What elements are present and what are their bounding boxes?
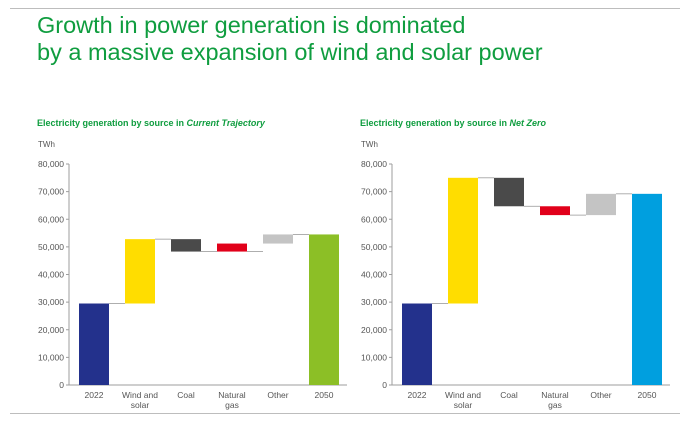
chart-title-scenario: Net Zero	[509, 118, 547, 128]
y-tick-label: 60,000	[361, 214, 387, 224]
bar-other	[263, 234, 293, 244]
chart-title-prefix: Electricity generation by source in	[37, 118, 187, 128]
chart-title: Electricity generation by source in Curr…	[37, 118, 265, 128]
bar-coal	[171, 239, 201, 252]
y-tick-label: 0	[382, 380, 387, 390]
x-category-label: Wind and solar	[445, 390, 481, 410]
bar-2022	[402, 303, 432, 385]
x-category-label: 2022	[408, 390, 427, 400]
x-category-label: Natural gas	[541, 390, 569, 410]
chart-title-prefix: Electricity generation by source in	[360, 118, 510, 128]
y-tick-label: 80,000	[361, 159, 387, 169]
waterfall-chart-current-trajectory: 0 10,000 20,000 30,000 40,000 50,000 60,000 70,…	[38, 159, 347, 410]
y-tick-label: 70,000	[38, 187, 64, 197]
headline-line-2: by a massive expansion of wind and solar…	[37, 39, 543, 65]
y-tick-label: 30,000	[361, 297, 387, 307]
y-tick-label: 40,000	[361, 270, 387, 280]
y-tick-label: 50,000	[361, 242, 387, 252]
x-category-label: 2022	[85, 390, 104, 400]
x-category-label: Other	[590, 390, 611, 400]
y-tick-label: 50,000	[38, 242, 64, 252]
y-tick-label: 20,000	[361, 325, 387, 335]
y-tick-label: 20,000	[38, 325, 64, 335]
x-category-label: Coal	[177, 390, 195, 400]
bar-2050	[632, 193, 662, 385]
y-tick-label: 30,000	[38, 297, 64, 307]
bar-2022	[79, 303, 109, 385]
bottom-divider	[10, 413, 680, 414]
waterfall-chart-net-zero: 0 10,000 20,000 30,000 40,000 50,000 60,000 70,…	[361, 159, 670, 410]
x-category-label: Natural gas	[218, 390, 246, 410]
y-tick-label: 10,000	[361, 352, 387, 362]
y-tick-label: 70,000	[361, 187, 387, 197]
bar-coal	[494, 177, 524, 207]
y-tick-label: 10,000	[38, 352, 64, 362]
bar-natural-gas	[540, 206, 570, 216]
page-headline: Growth in power generation is dominated …	[37, 12, 657, 66]
y-tick-label: 40,000	[38, 270, 64, 280]
x-category-label: 2050	[315, 390, 334, 400]
chart-title: Electricity generation by source in Net …	[360, 118, 546, 128]
y-tick-label: 0	[59, 380, 64, 390]
x-category-label: Other	[267, 390, 288, 400]
y-tick-label: 60,000	[38, 214, 64, 224]
bar-wind-and-solar	[448, 177, 478, 304]
chart-panel-current-trajectory: Electricity generation by source in Curr…	[37, 112, 357, 412]
headline-line-1: Growth in power generation is dominated	[37, 12, 466, 38]
top-divider	[10, 8, 680, 9]
x-category-label: Coal	[500, 390, 518, 400]
x-category-label: Wind and solar	[122, 390, 158, 410]
bar-other	[586, 193, 616, 216]
y-axis-unit-label: TWh	[361, 140, 378, 149]
bar-2050	[309, 234, 339, 385]
chart-title-scenario: Current Trajectory	[186, 118, 265, 128]
x-category-label: 2050	[638, 390, 657, 400]
bar-natural-gas	[217, 243, 247, 252]
chart-panel-net-zero: Electricity generation by source in Net …	[360, 112, 680, 412]
y-axis-unit-label: TWh	[38, 140, 55, 149]
y-tick-label: 80,000	[38, 159, 64, 169]
bar-wind-and-solar	[125, 239, 155, 304]
